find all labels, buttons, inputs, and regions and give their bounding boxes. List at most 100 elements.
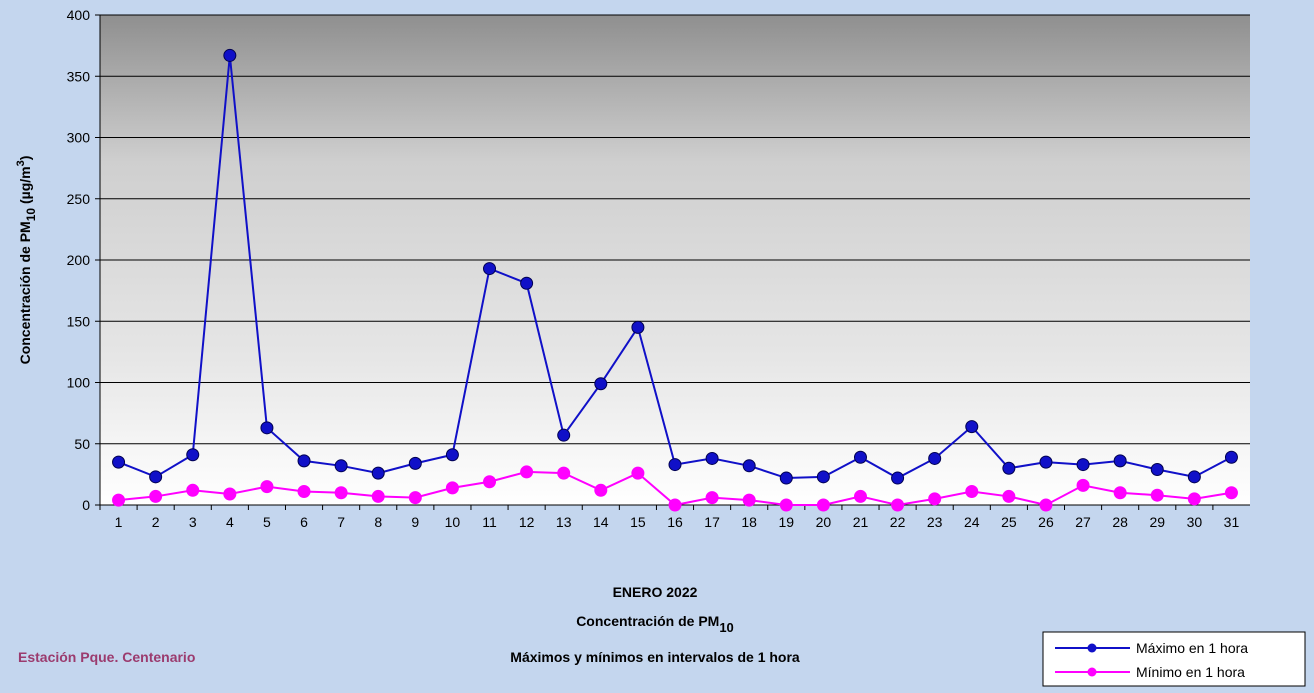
y-tick-label: 150 (67, 313, 91, 329)
station-label: Estación Pque. Centenario (18, 649, 195, 665)
point (409, 492, 421, 504)
x-tick-label: 24 (964, 514, 980, 530)
point (150, 490, 162, 502)
x-tick-label: 11 (482, 514, 497, 530)
legend-label: Mínimo en 1 hora (1136, 664, 1245, 680)
x-tick-label: 7 (337, 514, 345, 530)
x-tick-label: 8 (374, 514, 382, 530)
point (335, 487, 347, 499)
y-tick-label: 50 (74, 436, 90, 452)
point (446, 482, 458, 494)
x-tick-label: 18 (741, 514, 757, 530)
x-tick-label: 5 (263, 514, 271, 530)
point (484, 476, 496, 488)
x-tick-label: 16 (667, 514, 683, 530)
point (1003, 490, 1015, 502)
point (1151, 489, 1163, 501)
point (929, 452, 941, 464)
x-tick-label: 13 (556, 514, 572, 530)
point (817, 471, 829, 483)
point (298, 486, 310, 498)
point (335, 460, 347, 472)
point (521, 277, 533, 289)
x-tick-label: 19 (779, 514, 795, 530)
x-tick-label: 31 (1224, 514, 1240, 530)
y-tick-label: 400 (67, 7, 91, 23)
x-tick-label: 17 (704, 514, 720, 530)
point (743, 460, 755, 472)
legend-label: Máximo en 1 hora (1136, 640, 1248, 656)
point (409, 457, 421, 469)
x-tick-label: 27 (1075, 514, 1091, 530)
point (187, 484, 199, 496)
x-tick-label: 23 (927, 514, 943, 530)
y-tick-label: 100 (67, 375, 91, 391)
point (521, 466, 533, 478)
point (1077, 479, 1089, 491)
point (966, 421, 978, 433)
point (706, 452, 718, 464)
x-tick-label: 20 (816, 514, 832, 530)
point (261, 422, 273, 434)
x-tick-label: 3 (189, 514, 197, 530)
point (854, 451, 866, 463)
point (261, 481, 273, 493)
point (595, 484, 607, 496)
point (372, 490, 384, 502)
point (706, 492, 718, 504)
title-line: ENERO 2022 (613, 584, 698, 600)
x-tick-label: 4 (226, 514, 234, 530)
point (966, 486, 978, 498)
x-tick-label: 15 (630, 514, 646, 530)
point (817, 499, 829, 511)
x-tick-label: 12 (519, 514, 535, 530)
point (113, 494, 125, 506)
point (892, 499, 904, 511)
point (1225, 487, 1237, 499)
point (187, 449, 199, 461)
point (1040, 499, 1052, 511)
point (298, 455, 310, 467)
point (669, 459, 681, 471)
y-tick-label: 350 (67, 68, 91, 84)
point (1225, 451, 1237, 463)
x-tick-label: 28 (1112, 514, 1128, 530)
point (854, 490, 866, 502)
y-tick-label: 0 (82, 497, 90, 513)
point (224, 488, 236, 500)
legend-marker (1088, 644, 1097, 653)
point (1077, 459, 1089, 471)
point (780, 499, 792, 511)
point (224, 49, 236, 61)
point (1188, 493, 1200, 505)
legend-marker (1088, 668, 1097, 677)
x-tick-label: 6 (300, 514, 308, 530)
point (1003, 462, 1015, 474)
y-tick-label: 250 (67, 191, 91, 207)
x-tick-label: 25 (1001, 514, 1017, 530)
point (632, 467, 644, 479)
point (780, 472, 792, 484)
x-tick-label: 10 (445, 514, 461, 530)
point (558, 429, 570, 441)
point (484, 263, 496, 275)
point (558, 467, 570, 479)
point (113, 456, 125, 468)
y-tick-label: 200 (67, 252, 91, 268)
point (1114, 455, 1126, 467)
point (1040, 456, 1052, 468)
x-tick-label: 26 (1038, 514, 1054, 530)
point (1114, 487, 1126, 499)
y-tick-label: 300 (67, 130, 91, 146)
x-tick-label: 30 (1187, 514, 1203, 530)
title-line: Máximos y mínimos en intervalos de 1 hor… (510, 649, 800, 665)
point (595, 378, 607, 390)
point (929, 493, 941, 505)
x-tick-label: 2 (152, 514, 160, 530)
point (632, 321, 644, 333)
x-tick-label: 22 (890, 514, 906, 530)
chart: Concentración de PM10 (µg/m3) ENERO 2022… (0, 0, 1314, 693)
x-tick-label: 1 (115, 514, 123, 530)
point (150, 471, 162, 483)
point (892, 472, 904, 484)
